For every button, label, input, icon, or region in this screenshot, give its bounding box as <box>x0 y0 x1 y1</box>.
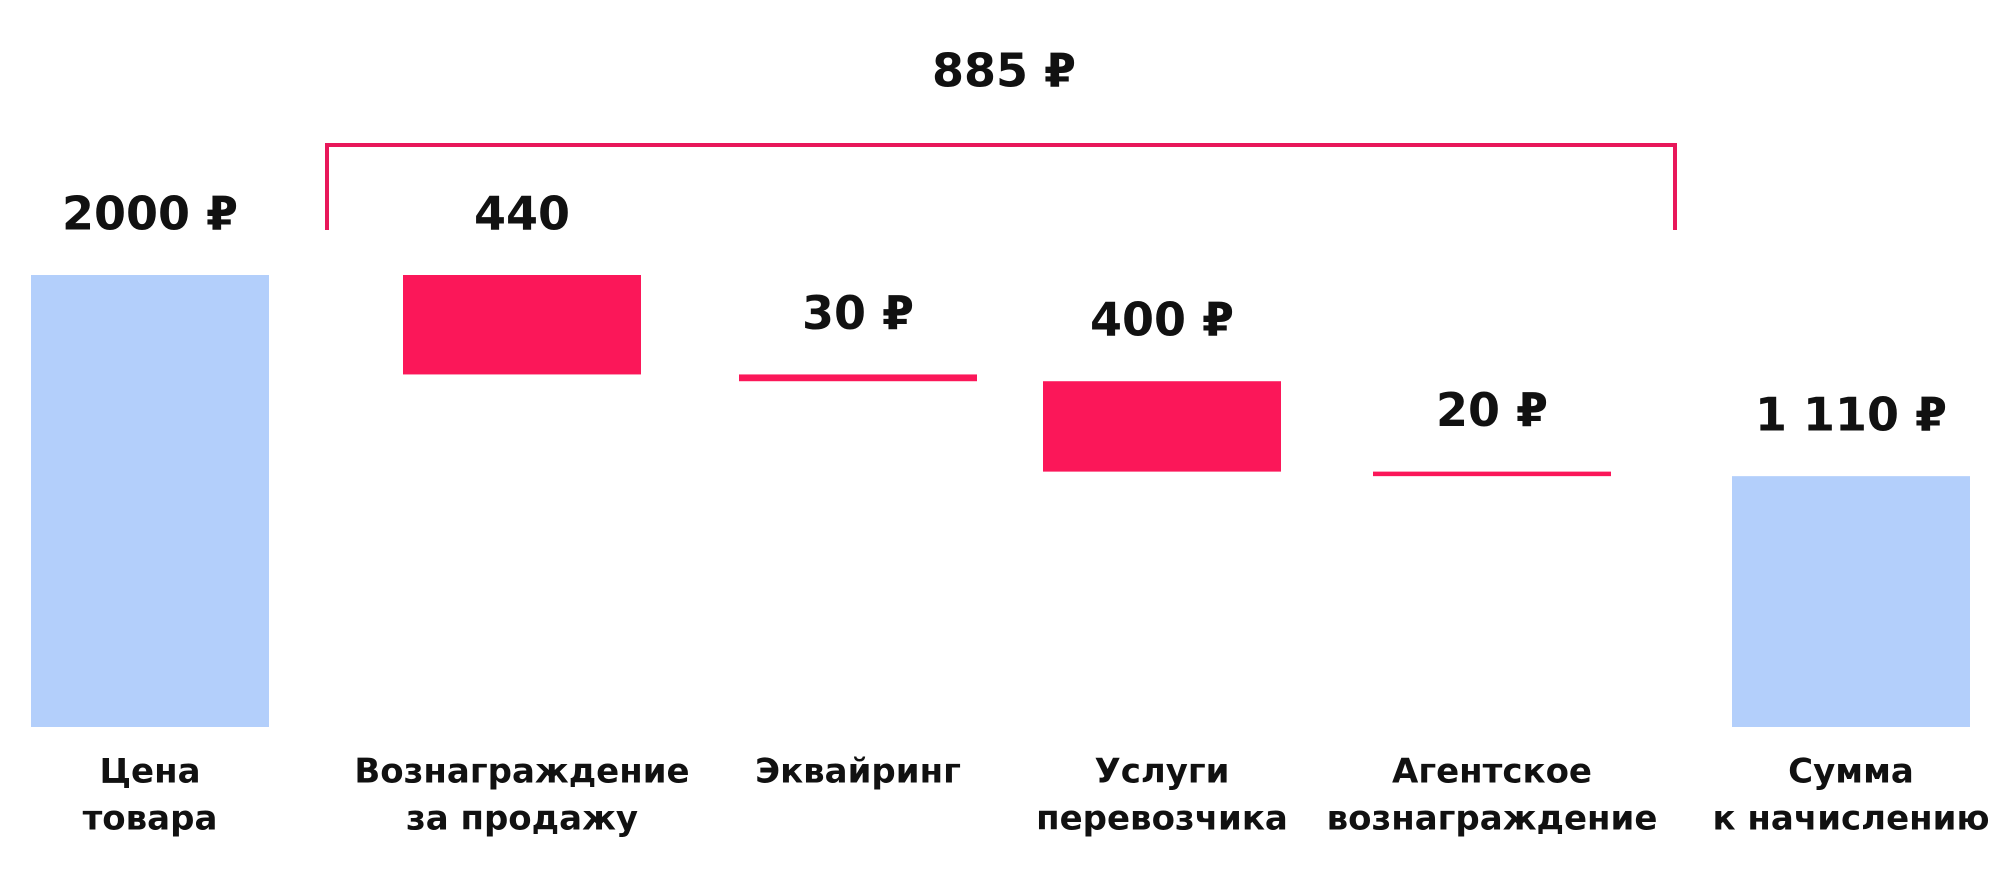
category-label: перевозчика <box>1036 799 1288 839</box>
bar <box>739 374 977 382</box>
bar <box>31 275 269 727</box>
bar <box>1373 471 1611 477</box>
category-label: товара <box>83 799 218 839</box>
bar <box>1732 476 1970 727</box>
category-label: к начислению <box>1713 799 1990 839</box>
value-label: 2000 ₽ <box>62 187 238 241</box>
value-label: 20 ₽ <box>1436 383 1548 437</box>
bar <box>1043 381 1281 472</box>
category-label: Агентское <box>1392 752 1592 792</box>
category-label: за продажу <box>406 799 638 839</box>
category-label: Вознаграждение <box>354 752 689 792</box>
category-label: Услуги <box>1094 752 1229 792</box>
value-label: 30 ₽ <box>802 286 914 340</box>
bar <box>403 275 641 375</box>
category-label: Эквайринг <box>755 752 961 792</box>
bracket <box>325 143 1677 230</box>
category-label: Цена <box>99 752 200 792</box>
value-label: 440 <box>474 187 570 241</box>
value-label: 1 110 ₽ <box>1755 388 1947 442</box>
category-label: вознаграждение <box>1327 799 1658 839</box>
value-label: 400 ₽ <box>1090 293 1234 347</box>
category-label: Сумма <box>1788 752 1914 792</box>
bracket-label: 885 ₽ <box>932 44 1076 98</box>
